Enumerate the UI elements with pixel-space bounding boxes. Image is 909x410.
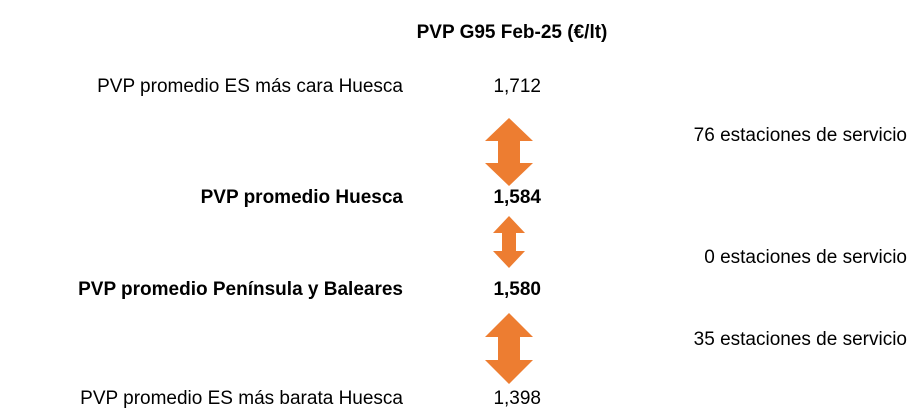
double-arrow xyxy=(485,313,533,384)
double-arrow xyxy=(485,118,533,186)
note: 35 estaciones de servicio xyxy=(694,329,907,350)
title: PVP G95 Feb-25 (€/lt) xyxy=(417,22,608,43)
row-value: 1,580 xyxy=(493,279,541,300)
row-value: 1,398 xyxy=(493,388,541,409)
row-label: PVP promedio Huesca xyxy=(201,187,404,208)
row-value: 1,712 xyxy=(493,76,541,97)
row-label: PVP promedio Península y Baleares xyxy=(78,279,403,300)
row-label: PVP promedio ES más barata Huesca xyxy=(80,388,403,409)
row-value: 1,584 xyxy=(493,187,541,208)
row-label: PVP promedio ES más cara Huesca xyxy=(97,76,403,97)
note: 0 estaciones de servicio xyxy=(704,247,907,268)
double-arrow xyxy=(493,216,525,268)
note: 76 estaciones de servicio xyxy=(694,125,907,146)
